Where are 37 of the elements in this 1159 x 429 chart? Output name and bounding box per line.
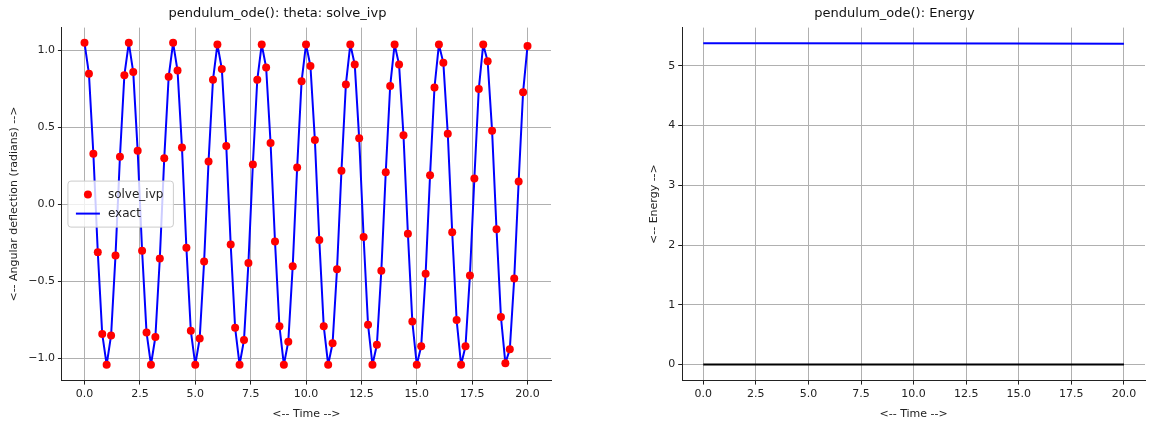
x-tick-label: 5.0: [799, 387, 818, 401]
x-tick-label: 2.5: [131, 387, 149, 401]
y-tick-label: 0: [668, 357, 676, 371]
legend-label: solve_ivp: [107, 186, 164, 201]
y-axis-title: <-- Angular deflection (radians) -->: [7, 106, 21, 302]
x-tick-label: 17.5: [1059, 387, 1084, 401]
chart-title: pendulum_ode(): Energy: [814, 5, 975, 21]
x-tick-label: 12.5: [349, 387, 374, 401]
x-tick-label: 20.0: [1111, 387, 1137, 401]
x-tick-label: 15.0: [404, 387, 430, 401]
y-tick-label: 3: [668, 178, 676, 192]
chart-title: pendulum_ode(): theta: solve_ivp: [168, 5, 387, 21]
x-axis-title: <-- Time -->: [272, 407, 341, 421]
y-axis-title: <-- Energy -->: [647, 164, 661, 245]
x-tick-label: 10.0: [901, 387, 926, 401]
x-axis-title: <-- Time -->: [879, 407, 948, 421]
x-tick-label: 5.0: [186, 387, 205, 401]
y-tick-label: 0.0: [37, 197, 55, 211]
y-tick-label: −0.5: [28, 274, 55, 288]
x-tick-label: 17.5: [459, 387, 485, 401]
x-tick-label: 7.5: [852, 387, 870, 401]
x-tick-label: 10.0: [293, 387, 319, 401]
y-tick-label: 1: [668, 297, 676, 311]
x-tick-label: 20.0: [515, 387, 540, 401]
x-tick-label: 0.0: [75, 387, 94, 401]
y-tick-label: 5: [668, 58, 676, 72]
legend-label: exact: [107, 205, 142, 220]
x-tick-label: 0.0: [694, 387, 712, 401]
x-tick-label: 12.5: [953, 387, 979, 401]
y-tick-label: −1.0: [28, 351, 55, 365]
x-tick-label: 15.0: [1006, 387, 1032, 401]
y-tick-label: 1.0: [37, 43, 55, 57]
y-tick-label: 0.5: [37, 120, 55, 134]
x-tick-label: 2.5: [747, 387, 765, 401]
y-tick-label: 2: [668, 237, 676, 251]
y-tick-label: 4: [668, 118, 676, 132]
x-tick-label: 7.5: [241, 387, 260, 401]
